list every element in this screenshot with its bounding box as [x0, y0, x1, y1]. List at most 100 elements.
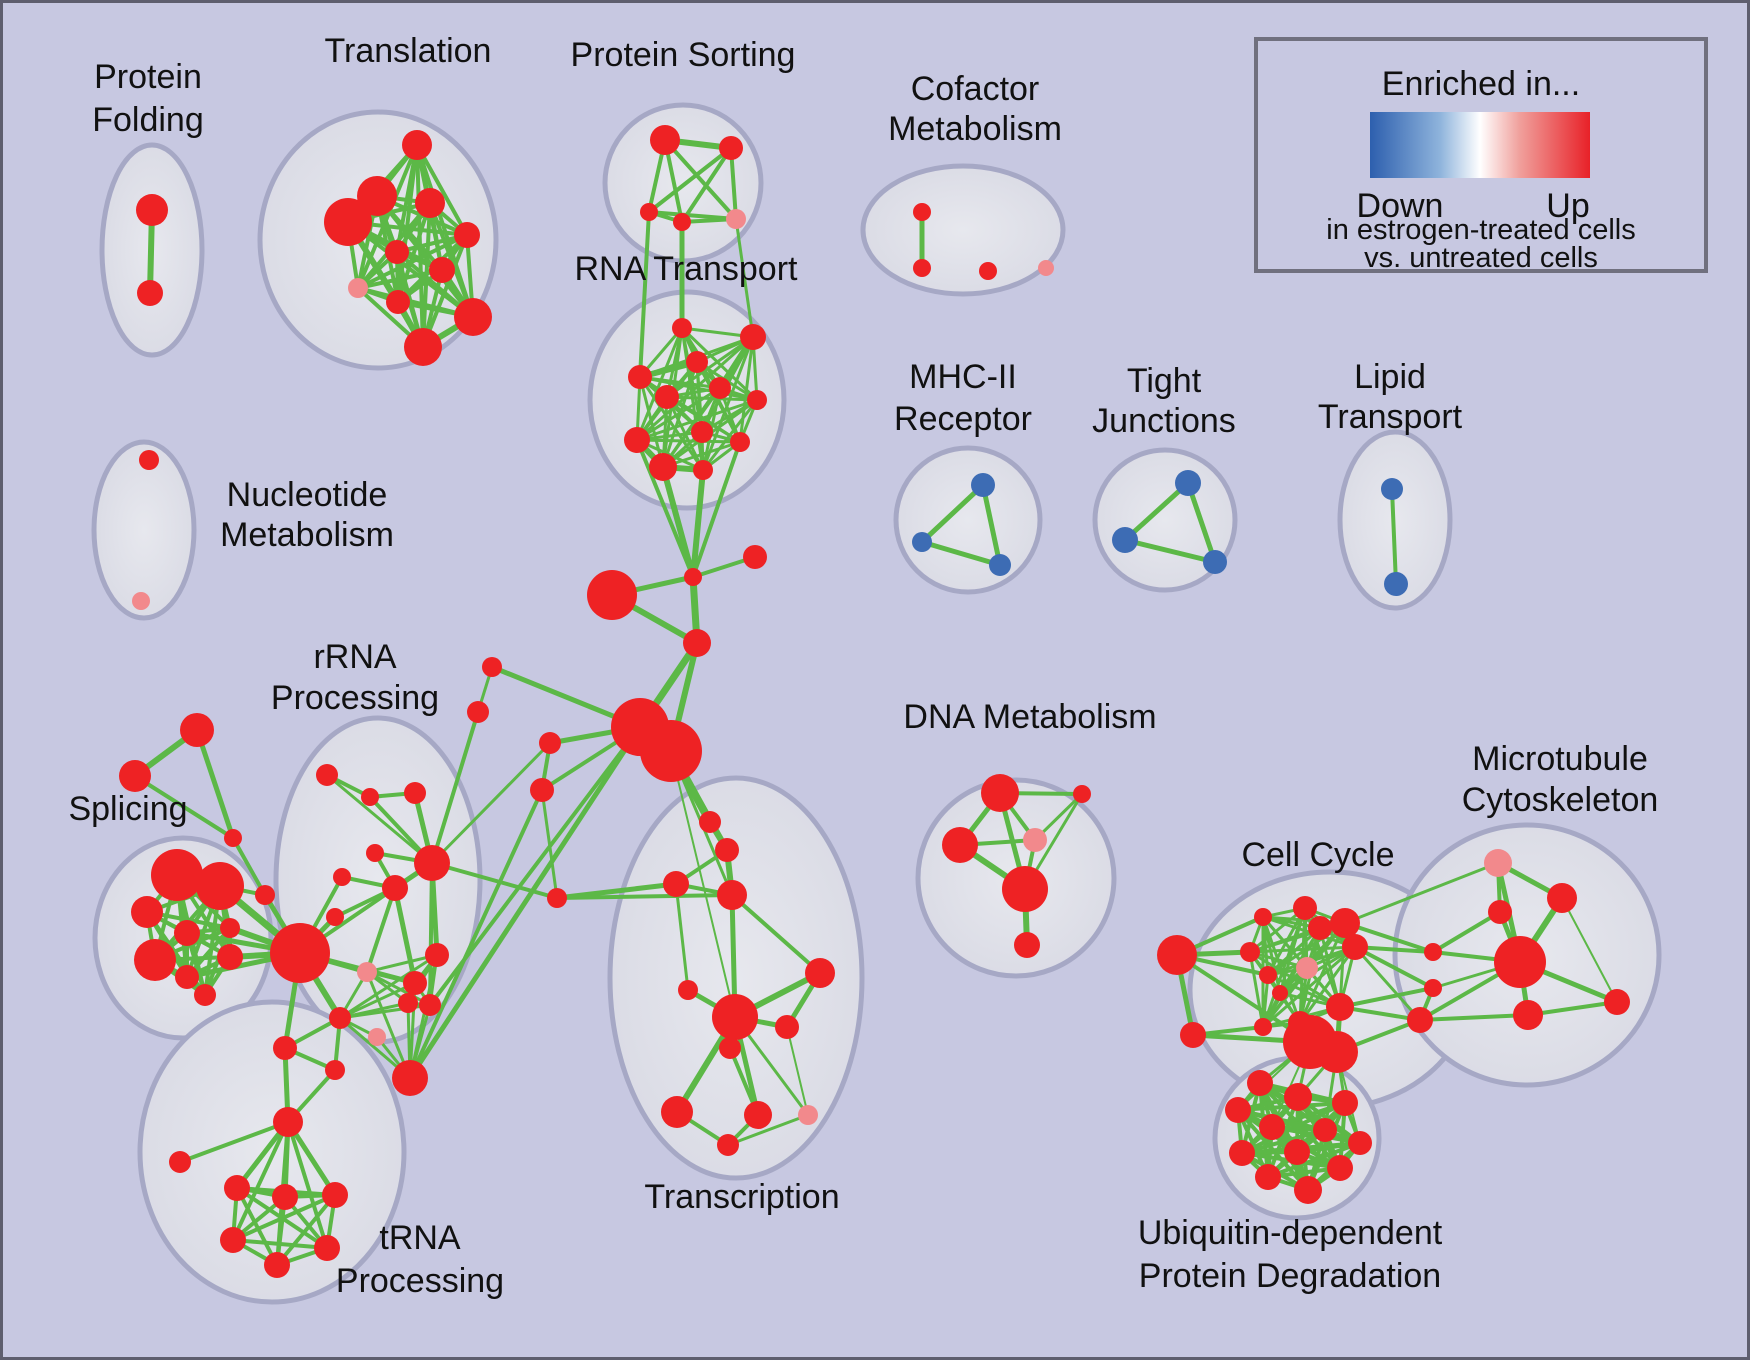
edge-st3-sk1 — [231, 836, 267, 897]
gene-set-node-ub8 — [1284, 1139, 1310, 1165]
gene-set-node-pf2 — [137, 280, 163, 306]
edge-rt7-rt9 — [635, 398, 759, 442]
cluster-label-protein-folding-line2: Folding — [92, 101, 204, 139]
gene-set-node-rr18 — [392, 1060, 428, 1096]
gene-set-node-rt12 — [693, 460, 713, 480]
cluster-label-dna-metabolism-line1: DNA Metabolism — [903, 698, 1156, 736]
gene-set-node-rt5 — [709, 377, 731, 399]
gene-set-node-cm3 — [979, 262, 997, 280]
cluster-ellipse-cofactor-metabolism — [860, 163, 1066, 297]
edge-tn1-tn6 — [235, 1186, 279, 1267]
gene-set-node-g8 — [482, 657, 502, 677]
edge-ts3-ts5 — [674, 882, 690, 992]
edge-g9-rr5 — [430, 710, 480, 865]
gene-set-node-sp5 — [220, 918, 240, 938]
edge-tj1-tj2 — [1122, 480, 1191, 543]
gene-set-node-cc10 — [1330, 908, 1360, 938]
gene-set-node-ub9 — [1348, 1131, 1372, 1155]
cluster-label-mhc-ii-receptor-line2: Receptor — [894, 400, 1032, 438]
cluster-label-transcription-line1: Transcription — [644, 1178, 839, 1216]
gene-set-node-mc9 — [1407, 1007, 1433, 1033]
edge-rr9-rr11 — [365, 953, 439, 974]
gene-set-node-ts10 — [661, 1096, 693, 1128]
edge-cc3-cc13 — [1248, 950, 1265, 1029]
cluster-label-microtubule-cytoskeleton-line1: Microtubule — [1472, 740, 1648, 778]
edge-cc5-cc7 — [1266, 906, 1307, 977]
edge-ts12-ts13 — [726, 1113, 810, 1147]
cluster-label-nucleotide-metabolism-line2: Metabolism — [220, 516, 394, 554]
gene-set-node-sp3 — [131, 896, 163, 928]
cluster-label-ubiquitin-degradation-line2: Protein Degradation — [1139, 1257, 1441, 1295]
edge-tnh-tn4 — [231, 1120, 290, 1242]
gene-set-node-cc12 — [1326, 993, 1354, 1021]
gene-set-node-rt1 — [672, 318, 692, 338]
gene-set-node-lt2 — [1384, 572, 1408, 596]
gene-set-node-ub11 — [1327, 1155, 1353, 1181]
gene-set-node-rr9 — [357, 962, 377, 982]
edge-rt1-rt9 — [635, 326, 684, 442]
gene-set-node-cc2 — [1180, 1022, 1206, 1048]
gene-set-node-g1 — [684, 568, 702, 586]
edge-tnh-tni — [178, 1120, 290, 1164]
cluster-label-lipid-transport-line2: Transport — [1318, 398, 1463, 436]
legend-title: Enriched in... — [1382, 65, 1580, 103]
edge-rt2-rt6 — [665, 335, 755, 399]
gene-set-node-g4 — [683, 629, 711, 657]
gene-set-node-tn5 — [314, 1235, 340, 1261]
gene-set-node-cc5 — [1259, 966, 1277, 984]
gene-set-node-rt10 — [730, 432, 750, 452]
edge-mh1-mh3 — [980, 482, 1003, 568]
edge-ts8-ts12 — [786, 1026, 809, 1116]
cluster-label-lipid-transport-line1: Lipid — [1354, 358, 1426, 396]
gene-set-node-ts13 — [717, 1134, 739, 1156]
edge-rt2-rt10 — [738, 335, 755, 444]
cluster-label-mhc-ii-receptor-line1: MHC-II — [909, 358, 1017, 396]
gene-set-node-tn4 — [220, 1227, 246, 1253]
edge-mc4-mc3 — [1431, 910, 1502, 954]
cluster-label-protein-folding-line1: Protein — [94, 58, 202, 96]
gene-set-node-sp9 — [194, 984, 216, 1006]
edge-rr9-rr15 — [365, 970, 432, 1007]
gene-set-node-mc8 — [1604, 989, 1630, 1015]
gene-set-node-g2 — [743, 545, 767, 569]
edge-tr7-tr8 — [356, 268, 444, 290]
edge-rt4-rt7 — [638, 375, 759, 402]
edge-rt4-rt11 — [638, 375, 665, 469]
edge-rt5-rt11 — [661, 386, 722, 469]
gene-set-node-rt3 — [686, 351, 708, 373]
gene-set-node-dm1 — [981, 774, 1019, 812]
gene-set-node-mc1 — [1484, 849, 1512, 877]
edge-tnh-tn5 — [286, 1120, 329, 1250]
gene-set-node-dm3 — [1023, 828, 1047, 852]
gene-set-node-ps4 — [673, 213, 691, 231]
gene-set-node-rt8 — [691, 421, 713, 443]
gene-set-node-cc1 — [1157, 935, 1197, 975]
gene-set-node-sp7 — [175, 965, 199, 989]
gene-set-node-ts7 — [712, 994, 758, 1040]
cluster-label-rna-transport-line1: RNA Transport — [575, 250, 799, 288]
gene-set-node-rr8 — [326, 908, 344, 926]
edge-rt9-rt10 — [635, 438, 742, 444]
gene-set-node-rr2 — [361, 788, 379, 806]
cluster-label-trna-processing-line2: Processing — [336, 1262, 504, 1300]
cluster-label-rrna-processing-line2: Processing — [271, 679, 439, 717]
cluster-label-cofactor-metabolism-line2: Metabolism — [888, 110, 1062, 148]
legend-down-label: Down — [1357, 187, 1444, 225]
cluster-label-rrna-processing-line1: rRNA — [313, 638, 396, 676]
gene-set-node-tj1 — [1175, 470, 1201, 496]
cluster-label-splicing-line1: Splicing — [68, 790, 187, 828]
gene-set-node-sp1 — [151, 849, 203, 901]
gene-set-node-ps3 — [640, 203, 658, 221]
gene-set-node-g7 — [547, 888, 567, 908]
edge-ts4-ts6 — [730, 893, 822, 975]
node-layer — [119, 125, 1630, 1278]
edge-rr11-rr12 — [338, 953, 439, 1020]
gene-set-node-ts8 — [775, 1015, 799, 1039]
gene-set-node-tr3 — [415, 188, 445, 218]
cluster-label-translation-line1: Translation — [325, 32, 492, 70]
edge-g5-rr5 — [430, 741, 552, 865]
gene-set-node-g9 — [467, 701, 489, 723]
edge-g7-ts4 — [555, 893, 734, 900]
edge-mc1-cc10 — [1343, 861, 1500, 925]
